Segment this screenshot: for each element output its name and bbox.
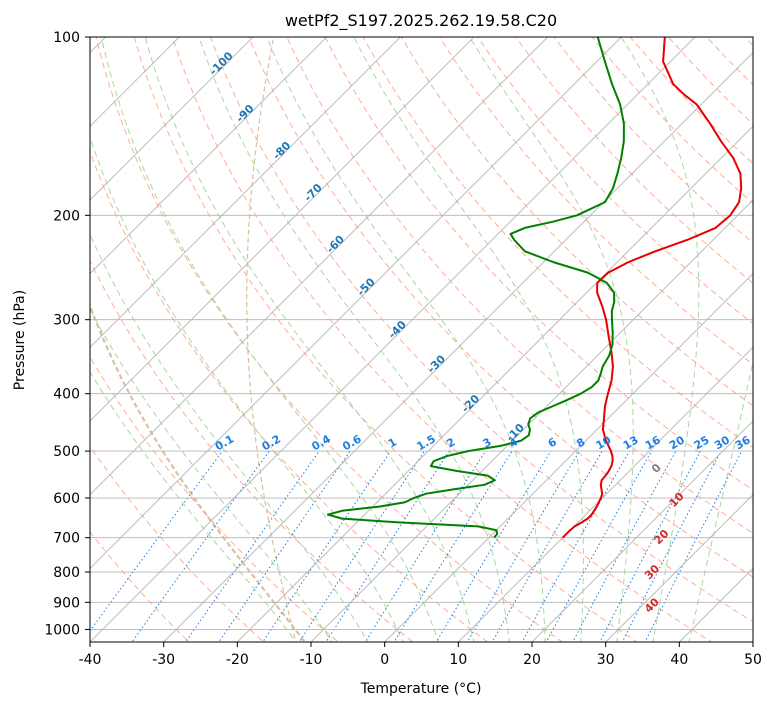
chart-title: wetPf2_S197.2025.262.19.58.C20 <box>285 11 557 31</box>
isotherm-line <box>90 37 549 496</box>
x-tick-label: 50 <box>744 652 762 668</box>
pressure-grid-layer <box>90 37 753 630</box>
dry-adiabats-layer <box>90 10 775 654</box>
isotherm-line <box>310 199 753 642</box>
dry-adiabat-line <box>209 37 753 623</box>
dry-adiabat-line <box>90 150 489 642</box>
y-tick-label: 800 <box>53 565 80 581</box>
y-tick-label: 700 <box>53 531 80 547</box>
dry-adiabat-line <box>515 37 753 284</box>
x-tick-label: 30 <box>597 652 615 668</box>
y-tick-label: 1000 <box>44 622 80 638</box>
isotherm-line <box>605 494 753 642</box>
dry-adiabat-line <box>171 37 713 642</box>
moist-adiabat-line <box>266 37 546 642</box>
moist-adiabat-line <box>620 37 700 642</box>
x-tick-label: -40 <box>79 652 102 668</box>
isotherm-line <box>90 37 475 422</box>
isotherm-line <box>90 37 328 275</box>
isotherm-line <box>531 420 753 642</box>
y-tick-label: 600 <box>53 491 80 507</box>
dry-adiabat-line <box>133 37 638 642</box>
isotherm-line <box>236 125 753 642</box>
dry-adiabat-line <box>90 445 265 642</box>
plot-background <box>90 37 753 642</box>
y-tick-label: 200 <box>53 208 80 224</box>
isotherm-line <box>90 37 622 569</box>
x-tick-label: 20 <box>523 652 541 668</box>
x-axis-title: Temperature (°C) <box>360 681 482 697</box>
isotherm-line <box>90 37 180 127</box>
x-tick-label: 10 <box>449 652 467 668</box>
dry-adiabat-line <box>95 37 564 642</box>
dry-adiabat-line <box>248 37 753 578</box>
y-tick-label: 100 <box>53 30 80 46</box>
dry-adiabat-line <box>362 37 753 449</box>
isotherm-grid-layer <box>0 10 753 654</box>
extra-reference-curve <box>246 37 297 642</box>
moist-adiabat-line <box>688 358 753 642</box>
x-tick-label: -10 <box>300 652 323 668</box>
temperature-profile-line <box>561 37 743 539</box>
plot-frame <box>89 36 754 643</box>
sounding-series-layer <box>326 37 743 539</box>
x-tick-label: 0 <box>380 652 389 668</box>
moist-adiabat-line <box>100 37 439 642</box>
y-axis-title: Pressure (hPa) <box>12 290 28 390</box>
dewpoint-profile-line <box>326 37 625 539</box>
x-axis: -40 -30 -20 -10 0 10 20 30 40 50 <box>79 642 762 668</box>
isotherm-line <box>0 10 59 654</box>
x-tick-label: 40 <box>670 652 688 668</box>
y-tick-label: 300 <box>53 313 80 329</box>
y-tick-label: 400 <box>53 387 80 403</box>
isotherm-line <box>90 37 696 642</box>
y-tick-label: 900 <box>53 595 80 611</box>
x-tick-label: -20 <box>226 652 249 668</box>
isotherm-line <box>457 346 753 642</box>
isotherm-line <box>90 37 254 201</box>
moist-adiabat-line <box>90 308 333 642</box>
dry-adiabat-line <box>90 531 190 642</box>
dry-adiabat-line <box>90 356 339 642</box>
isotherm-line <box>384 273 753 642</box>
dry-adiabat-line <box>756 10 775 654</box>
dry-adiabat-line <box>90 259 414 642</box>
moist-adiabat-line <box>469 37 634 642</box>
isotherm-line <box>163 52 753 642</box>
moist-adiabat-line <box>353 37 584 642</box>
y-axis: 1000 900 800 700 600 500 400 300 200 100 <box>44 30 90 638</box>
dry-adiabat-line <box>324 37 753 491</box>
isotherm-line <box>90 37 401 348</box>
moist-adiabat-line <box>144 37 475 642</box>
x-tick-label: -30 <box>152 652 175 668</box>
y-tick-label: 500 <box>53 444 80 460</box>
